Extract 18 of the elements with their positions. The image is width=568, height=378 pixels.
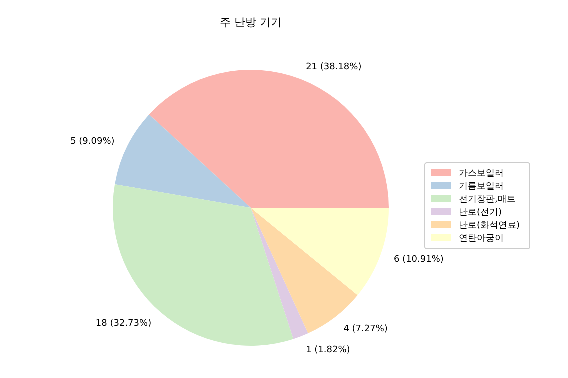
data-label: 18 (32.73%): [96, 318, 152, 329]
pie-slice: [113, 184, 294, 346]
data-label: 21 (38.18%): [306, 62, 362, 73]
legend-label: 연탄아궁이: [459, 234, 504, 244]
pie-slice: [115, 114, 251, 208]
legend-label: 기름보일러: [459, 182, 504, 192]
pie-slice: [149, 70, 389, 208]
pie-slice: [251, 208, 308, 340]
data-label: 1 (1.82%): [306, 346, 350, 356]
data-label: 4 (7.27%): [344, 324, 388, 334]
data-label: 6 (10.91%): [394, 255, 444, 266]
pie-slice: [251, 208, 389, 296]
legend-label: 난로(화석연료): [459, 221, 520, 232]
legend-label: 전기장판,매트: [459, 195, 516, 206]
legend-label: 가스보일러: [459, 169, 504, 180]
legend-label: 난로(전기): [459, 208, 502, 218]
chart-title: 주 난방 기기: [220, 16, 282, 29]
data-label: 5 (9.09%): [70, 137, 115, 148]
